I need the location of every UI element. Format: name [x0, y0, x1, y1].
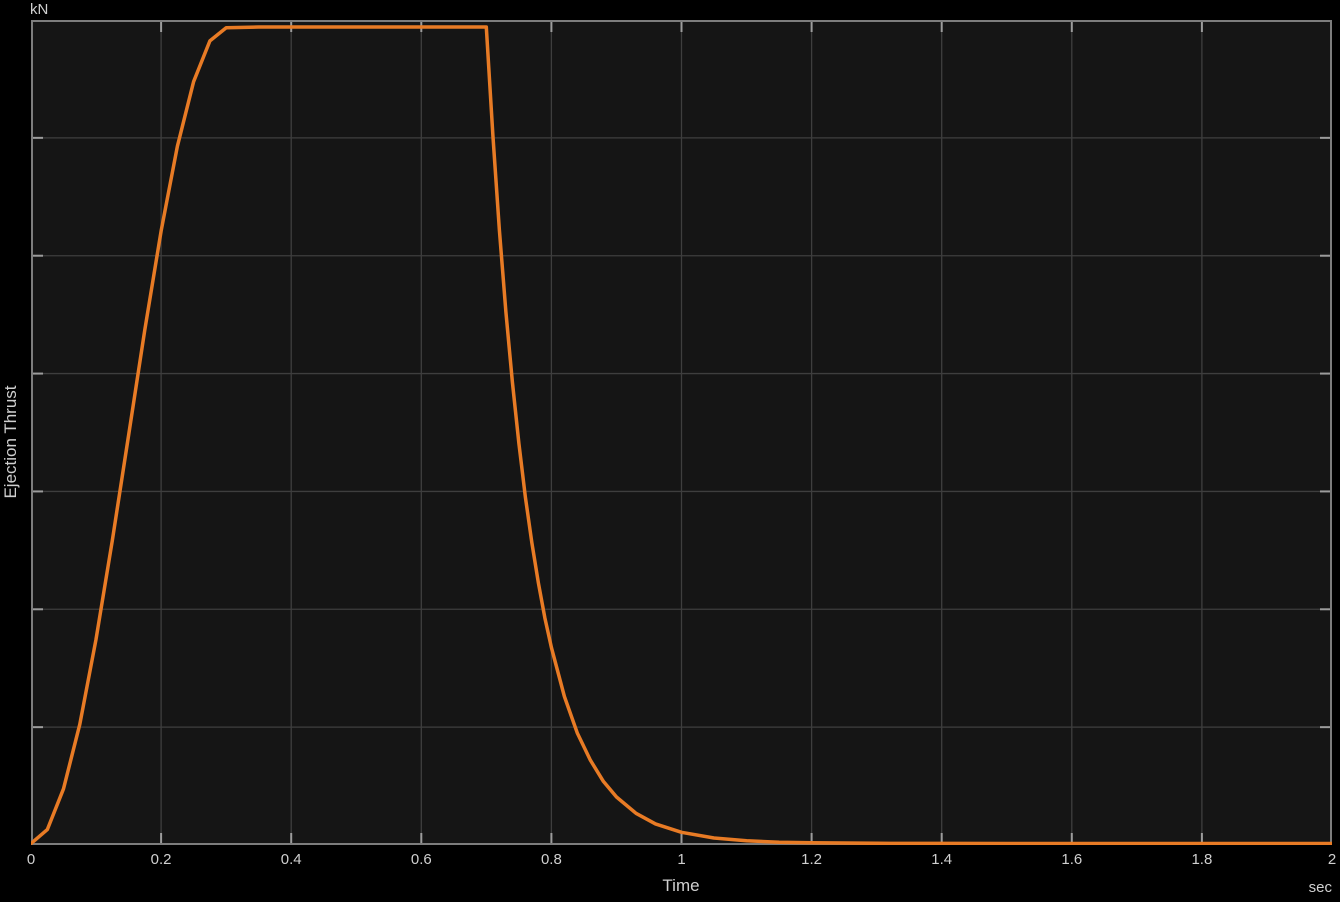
x-tick-label: 2 — [1327, 851, 1337, 868]
plot-svg — [31, 20, 1332, 845]
gridlines — [33, 22, 1330, 843]
x-tick-label: 1 — [677, 851, 686, 868]
x-tick-label: 0.8 — [540, 851, 562, 868]
x-axis-unit-label: sec — [1308, 879, 1332, 896]
x-tick-label: 0.4 — [280, 851, 302, 868]
x-tick-label: 1.6 — [1061, 851, 1083, 868]
x-tick-label: 0 — [26, 851, 36, 868]
x-tick-label: 1.8 — [1191, 851, 1213, 868]
x-axis-label: Time — [662, 876, 700, 895]
plot-area — [31, 20, 1332, 845]
axis-box — [31, 20, 1332, 845]
x-tick-label: 1.2 — [801, 851, 823, 868]
x-tick-label: 0.2 — [150, 851, 172, 868]
x-tick-label: 0.6 — [410, 851, 432, 868]
signal-line-ejection-thrust-signal — [31, 25, 1332, 845]
tick-marks — [33, 22, 1330, 843]
y-axis-unit-label: kN — [30, 1, 49, 18]
x-tick-label: 1.4 — [931, 851, 953, 868]
y-axis-label: Ejection Thrust — [1, 385, 20, 499]
